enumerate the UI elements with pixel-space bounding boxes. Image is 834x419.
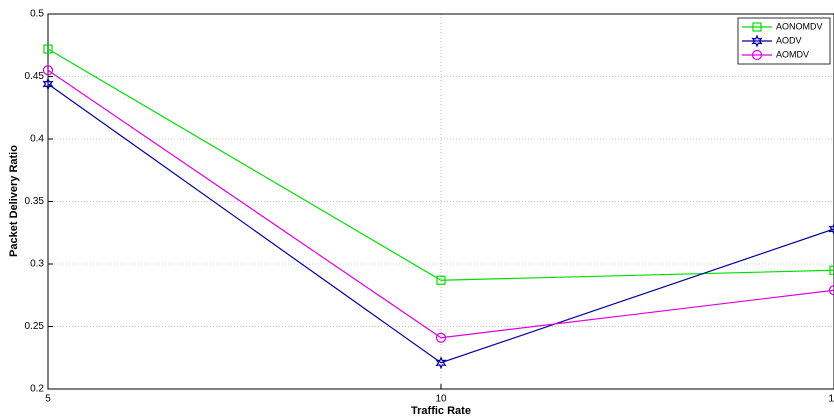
- legend-label: AODV: [776, 35, 802, 45]
- marker: [751, 49, 763, 61]
- plot-frame: [47, 13, 834, 390]
- series-line: [47, 69, 834, 339]
- series-line: [47, 83, 834, 364]
- y-axis-title: Packet Delivery Ratio: [8, 145, 20, 257]
- marker: [751, 34, 763, 48]
- marker: [42, 65, 54, 76]
- legend-label: AOMDV: [776, 49, 809, 59]
- x-tick-label: 15: [828, 394, 834, 405]
- x-tick-label: 5: [45, 394, 51, 405]
- y-tick-label: 0.2: [30, 384, 44, 395]
- y-tick-label: 0.35: [25, 196, 45, 207]
- marker: [436, 275, 446, 285]
- y-tick-label: 0.5: [30, 9, 44, 20]
- marker: [42, 77, 54, 91]
- marker: [435, 356, 447, 370]
- marker: [43, 44, 53, 54]
- y-tick-label: 0.25: [25, 321, 45, 332]
- marker: [752, 22, 762, 32]
- marker: [829, 265, 834, 275]
- y-tick-label: 0.3: [30, 259, 44, 270]
- x-tick-label: 10: [435, 394, 447, 405]
- marker: [828, 222, 834, 236]
- y-tick-label: 0.45: [25, 71, 45, 82]
- y-tick-label: 0.4: [30, 134, 44, 145]
- x-axis-title: Traffic Rate: [411, 405, 471, 417]
- legend-label: AONOMDV: [776, 21, 823, 31]
- marker: [435, 332, 447, 343]
- marker: [828, 285, 834, 296]
